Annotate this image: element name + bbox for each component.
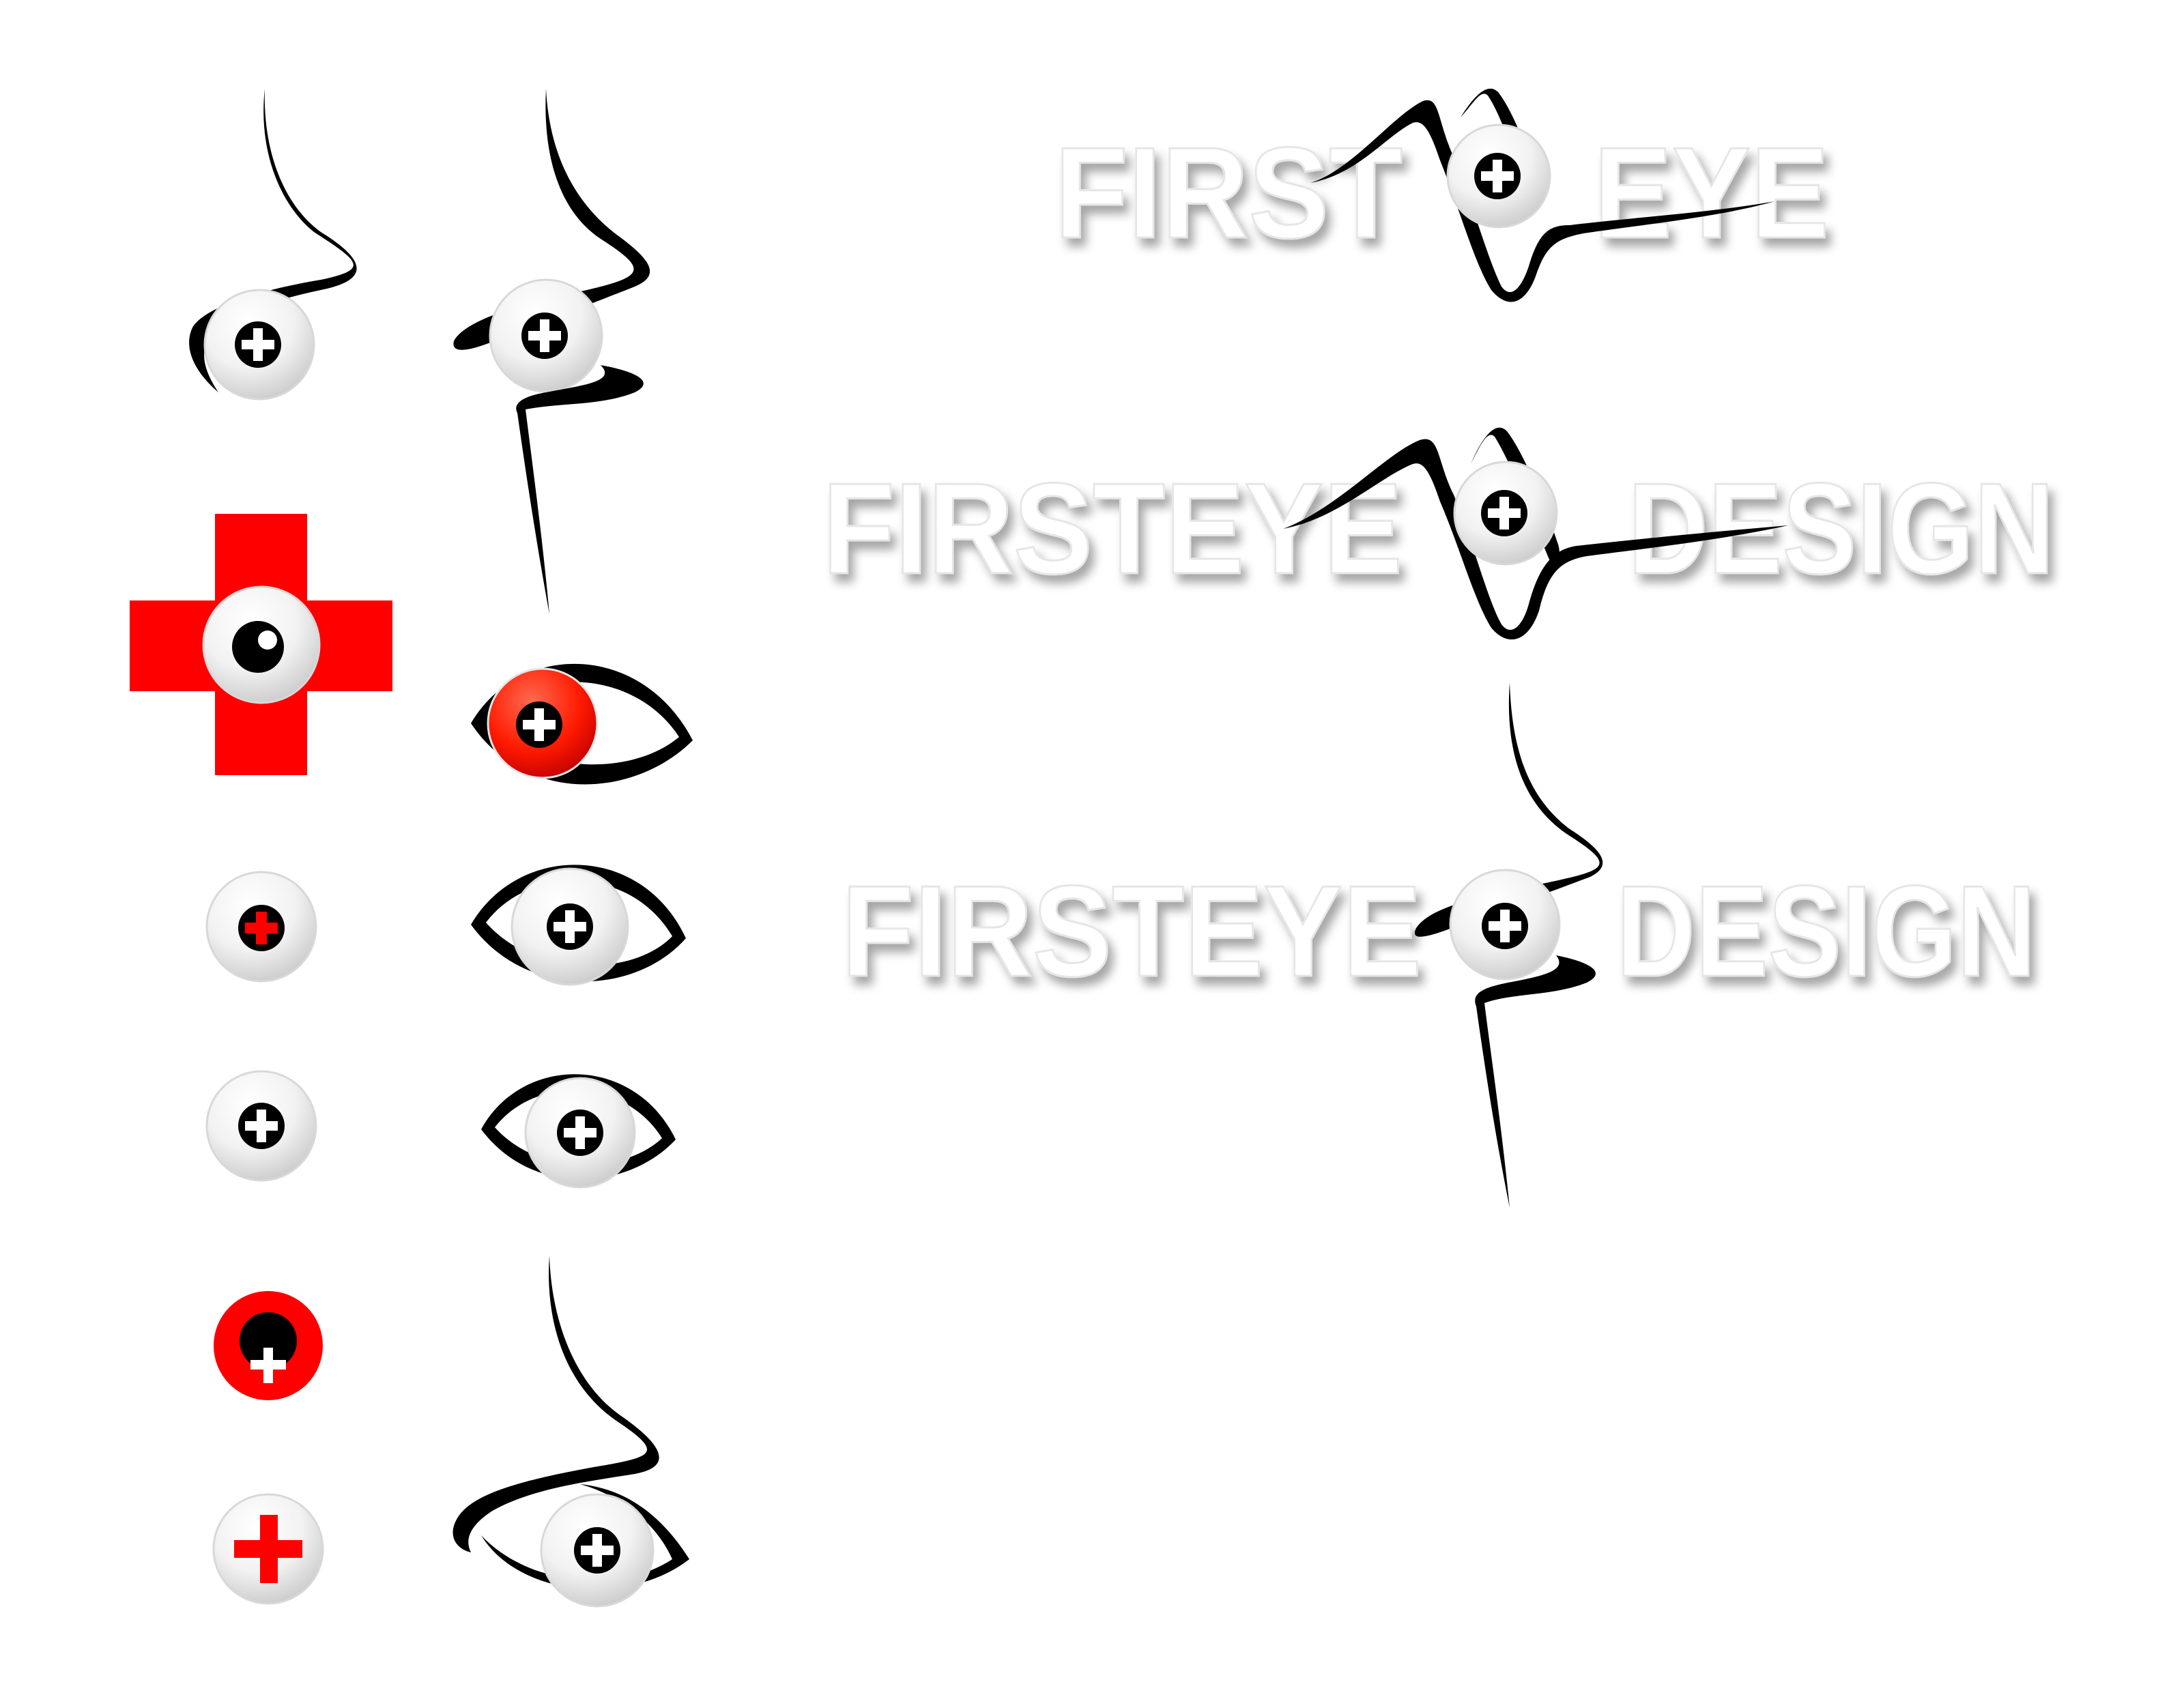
wordmark-3-left-text: FIRSTEYE xyxy=(842,859,1422,1004)
almond-eye-red-iris-icon xyxy=(471,663,693,785)
lens-black-plus-icon xyxy=(205,1070,317,1182)
wordmark-2-right-text: DESIGN xyxy=(1628,457,2054,601)
lens-large-red-plus-icon xyxy=(212,1493,324,1605)
lens-red-plus-icon xyxy=(205,871,317,983)
wordmark-firsteye-design-2: FIRSTEYE DESIGN xyxy=(841,682,2037,1208)
red-cross-eye-icon xyxy=(130,514,392,775)
red-ring-eye-icon xyxy=(214,1291,323,1400)
almond-eye-lens-icon xyxy=(471,865,686,986)
wordmark-1-right-text: EYE xyxy=(1594,121,1829,265)
small-almond-eye-icon xyxy=(481,1074,676,1189)
face-profile-eye-icon xyxy=(453,89,650,614)
wordmark-2-left-text: FIRSTEYE xyxy=(822,457,1403,601)
wordmark-3-right-text: DESIGN xyxy=(1616,859,2036,1004)
eye-with-brow-icon xyxy=(189,89,357,401)
eye-with-brow-bottom-icon xyxy=(452,1256,689,1608)
wordmark-firsteye-design-1: FIRSTEYE DESIGN xyxy=(822,427,2056,640)
wordmark-1-left-text: FIRST xyxy=(1054,121,1403,265)
wordmark-first-eye: FIRST EYE xyxy=(1054,88,1830,302)
